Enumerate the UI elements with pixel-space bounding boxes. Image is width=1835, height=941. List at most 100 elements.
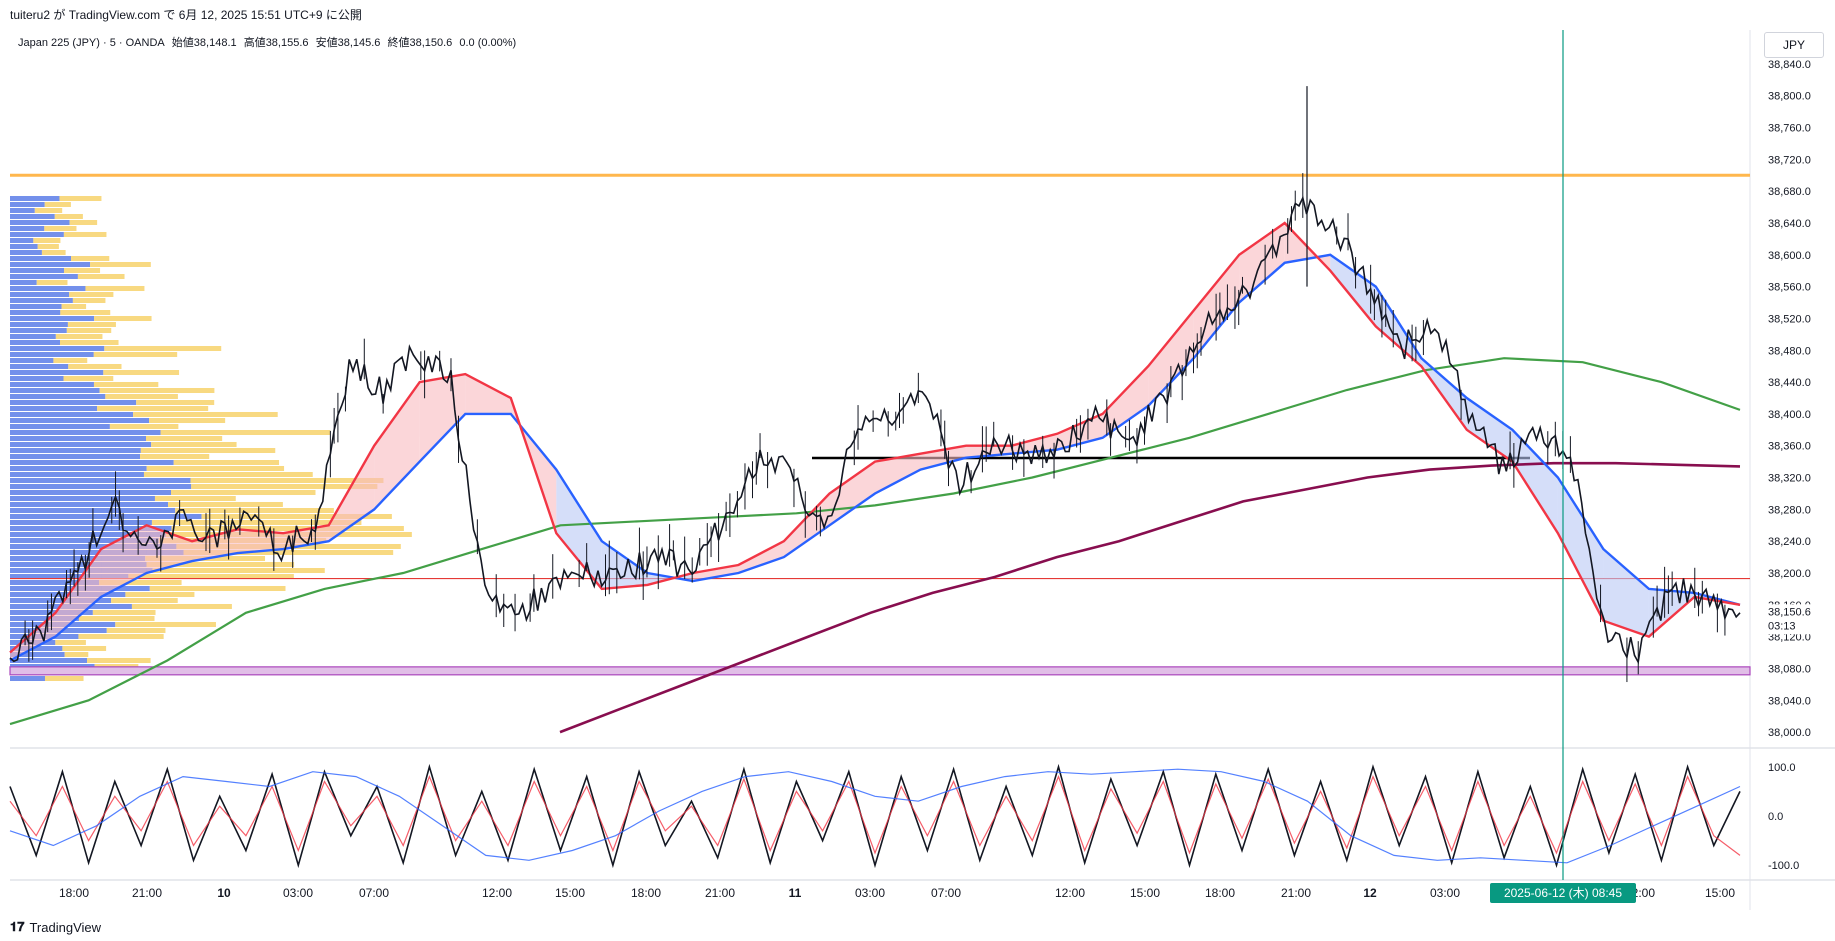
volume-bar-up (10, 286, 86, 291)
volume-bar-down (154, 496, 236, 501)
volume-bar-up (10, 370, 104, 375)
volume-bar-down (36, 280, 68, 285)
volume-bar-down (103, 370, 180, 375)
volume-bar-down (190, 478, 384, 483)
volume-bar-down (146, 562, 295, 567)
volume-bar-down (77, 274, 125, 279)
volume-bar-down (93, 352, 178, 357)
volume-bar-down (104, 346, 222, 351)
price-tick-label: 38,680.0 (1768, 186, 1811, 198)
time-tick-label: 12 (1363, 886, 1377, 900)
price-tick-label: 38,000.0 (1768, 727, 1811, 739)
volume-bar-down (201, 514, 392, 519)
publish-info-text: tuiteru2 が TradingView.com で 6月 12, 2025… (10, 8, 362, 22)
time-tick-label: 15:00 (1705, 886, 1735, 900)
volume-bar-down (111, 598, 178, 603)
volume-bar-up (10, 430, 161, 435)
time-tick-label: 15:00 (1130, 886, 1160, 900)
countdown-label: 03:13 (1768, 620, 1796, 632)
cloud-segment (1603, 549, 1649, 637)
volume-bar-up (10, 394, 106, 399)
close-label: 終値 (387, 37, 410, 49)
volume-bar-down (66, 328, 112, 333)
volume-bar-up (10, 322, 68, 327)
volume-bar-up (10, 676, 45, 681)
cloud-segment (1330, 254, 1376, 327)
volume-bar-up (10, 268, 65, 273)
volume-bar-down (152, 568, 325, 573)
volume-bar-up (10, 292, 70, 297)
time-tick-label: 18:00 (59, 886, 89, 900)
volume-bar-up (10, 352, 94, 357)
cloud-segment (1466, 398, 1513, 462)
volume-bar-down (133, 412, 278, 417)
footer: 𝟏𝟕 TradingView (0, 911, 1835, 941)
volume-bar-up (10, 244, 38, 249)
last-price-label: 38,150.6 (1768, 606, 1811, 618)
cloud-segment (1239, 223, 1285, 303)
volume-bar-up (10, 226, 45, 231)
volume-bar-up (10, 238, 34, 243)
change-value: 0.0 (0.00%) (459, 37, 517, 49)
cloud-segment (1011, 433, 1058, 454)
chart-area[interactable]: 100.0 0.0 -100.0 38,840.0 38,800.0 38,760.0 3… (0, 26, 1835, 911)
low-value: 38,145.6 (337, 37, 381, 49)
time-tick-label: 03:00 (283, 886, 313, 900)
volume-bar-up (10, 262, 91, 267)
tradingview-brand-text: TradingView (29, 919, 102, 935)
time-tick-label: 18:00 (631, 886, 661, 900)
support-band (9, 666, 1751, 676)
ema-slow-line (9, 253, 1741, 662)
volume-bar-up (10, 310, 61, 315)
chart-canvas[interactable]: 100.00.0-100.0 38,840.038,800.038,760.03… (0, 26, 1835, 911)
volume-bar-down (151, 442, 237, 447)
volume-bar-down (59, 196, 102, 201)
price-axis: 38,840.0 38,800.0 38,760.0 38,720.0 38,680.0… (1752, 59, 1832, 739)
tradingview-logo[interactable]: 𝟏𝟕 TradingView (10, 919, 101, 935)
cloud-segment (465, 374, 511, 414)
volume-bar-down (60, 310, 111, 315)
volume-bar-down (33, 238, 61, 243)
open-label: 始値 (171, 37, 194, 49)
time-tick-label: 07:00 (931, 886, 961, 900)
time-tick-label: 10 (217, 886, 231, 900)
currency-button[interactable]: JPY (1764, 32, 1824, 58)
price-tick-label: 38,600.0 (1768, 250, 1811, 262)
cloud-segment (556, 469, 602, 589)
price-tick-label: 38,560.0 (1768, 282, 1811, 294)
symbol-legend: Japan 225 (JPY) · 5 · OANDA 始値38,148.1 高… (18, 34, 520, 50)
price-tick-label: 38,240.0 (1768, 536, 1811, 548)
volume-bar-down (168, 502, 283, 507)
time-tick-label: 11 (789, 886, 802, 900)
price-tick-label: 38,480.0 (1768, 345, 1811, 357)
volume-bar-up (10, 574, 129, 579)
volume-bar-up (10, 544, 177, 549)
volume-bar-down (54, 214, 83, 219)
volume-bar-up (10, 280, 37, 285)
horizontal-levels (9, 173, 1751, 676)
volume-bar-up (10, 316, 95, 321)
volume-bar-down (63, 232, 107, 237)
volume-bar-down (146, 436, 223, 441)
price-tick-label: 38,640.0 (1768, 218, 1811, 230)
volume-bar-up (10, 556, 146, 561)
price-tick-label: 38,840.0 (1768, 59, 1811, 71)
price-tick-label: 38,720.0 (1768, 154, 1811, 166)
volume-bar-down (61, 304, 87, 309)
volume-bar-down (151, 520, 362, 525)
oscillator-line-0 (9, 763, 1741, 869)
volume-bar-down (34, 208, 63, 213)
volume-bar-up (10, 532, 166, 537)
cloud-segment (692, 565, 739, 581)
volume-bar-up (10, 274, 78, 279)
volume-bar-down (136, 400, 215, 405)
price-tick-label: 38,440.0 (1768, 377, 1811, 389)
volume-bar-down (67, 322, 116, 327)
price-tick-label: 38,320.0 (1768, 473, 1811, 485)
cloud-segment (146, 525, 193, 573)
volume-bar-down (85, 286, 145, 291)
volume-bar-down (146, 466, 285, 471)
volume-bar-up (10, 376, 64, 381)
open-value: 38,148.1 (193, 37, 237, 49)
volume-bar-down (149, 586, 286, 591)
